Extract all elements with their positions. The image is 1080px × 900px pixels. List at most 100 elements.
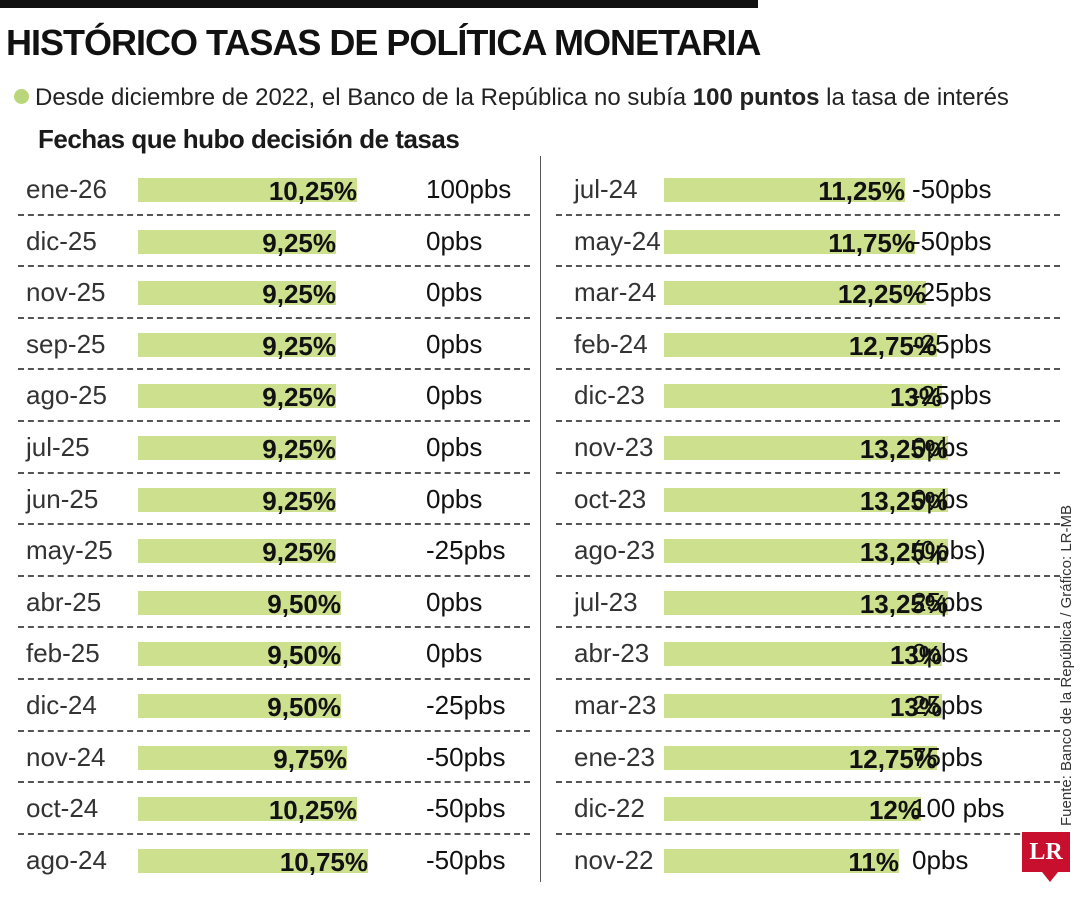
rate-bar <box>664 797 921 822</box>
change-label: -25pbs <box>912 380 992 411</box>
date-label: jul-24 <box>574 174 638 204</box>
change-label: 25pbs <box>912 586 983 617</box>
change-label: -25pbs <box>912 328 992 359</box>
subtitle: Desde diciembre de 2022, el Banco de la … <box>14 84 1009 112</box>
subtitle-highlight: 100 puntos <box>692 84 820 111</box>
rate-bar <box>664 642 942 667</box>
row-separator <box>18 523 530 526</box>
row-separator <box>18 213 530 216</box>
rate-value-label: 13,25% <box>859 434 948 464</box>
row-separator <box>18 574 530 577</box>
date-label: nov-24 <box>26 741 106 772</box>
change-label: 0pbs <box>426 432 483 462</box>
date-label: oct-23 <box>574 483 647 514</box>
row-separator <box>556 368 1060 371</box>
lr-logo: LR <box>1022 832 1070 872</box>
rate-value-label: 9,25% <box>262 279 336 310</box>
row-separator <box>18 729 530 732</box>
rate-value-label: 9,25% <box>262 485 336 516</box>
subtitle-text: Desde diciembre de 2022, el Banco de la … <box>35 84 693 111</box>
date-label: sep-25 <box>26 328 106 359</box>
rate-value-label: 13,25% <box>859 485 948 516</box>
row-separator <box>556 781 1060 784</box>
rate-value-label: 13,25% <box>859 588 948 619</box>
date-label: abr-25 <box>26 586 102 617</box>
row-separator <box>556 213 1060 216</box>
top-rule <box>0 0 758 8</box>
rate-bar <box>138 281 336 306</box>
column-divider <box>540 156 541 882</box>
change-label: -25pbs <box>426 690 506 720</box>
rate-value-label: 10,25% <box>268 176 357 206</box>
source-credit: Fuente: Banco de la República / Gráfico:… <box>1058 505 1075 826</box>
rate-value-label: 12,25% <box>837 279 926 310</box>
date-label: dic-22 <box>574 793 645 824</box>
change-label: 0pbs <box>426 638 483 669</box>
rate-value-label: 11% <box>848 846 899 877</box>
rate-value-label: 9,25% <box>262 227 336 258</box>
chart-title: Fechas que hubo decisión de tasas <box>38 124 460 154</box>
rate-bar <box>664 384 942 409</box>
date-label: ago-24 <box>26 844 107 875</box>
change-label: 0pbs <box>426 380 483 411</box>
date-label: oct-24 <box>26 793 99 824</box>
change-label: (0pbs) <box>912 535 986 566</box>
rate-bar <box>138 384 336 409</box>
date-label: dic-25 <box>26 225 97 256</box>
row-separator <box>556 420 1060 422</box>
date-label: nov-22 <box>574 844 654 875</box>
rate-bar <box>138 332 336 357</box>
rate-bar <box>138 745 347 770</box>
row-separator <box>18 626 530 629</box>
row-separator <box>556 265 1060 268</box>
rate-value-label: 9,25% <box>262 330 336 361</box>
rate-bar <box>664 694 942 718</box>
change-label: -50pbs <box>426 741 506 772</box>
date-label: nov-23 <box>574 432 654 462</box>
change-label: 0pbs <box>912 844 969 875</box>
change-label: -50pbs <box>912 225 992 256</box>
date-label: may-25 <box>26 535 113 566</box>
rate-bar <box>138 694 341 718</box>
date-label: dic-24 <box>26 690 97 720</box>
rate-value-label: 13% <box>889 692 942 722</box>
rate-value-label: 13% <box>889 382 942 413</box>
page-title: HISTÓRICO TASAS DE POLÍTICA MONETARIA <box>6 22 761 63</box>
date-label: feb-24 <box>574 328 648 359</box>
rate-value-label: 10,25% <box>268 795 357 826</box>
row-separator <box>556 626 1060 629</box>
row-separator <box>18 471 530 474</box>
rate-bar <box>138 590 341 615</box>
subtitle-text-end: la tasa de interés <box>819 84 1009 111</box>
row-separator <box>556 832 1060 835</box>
rate-value-label: 12,75% <box>848 743 937 774</box>
change-label: 100pbs <box>426 174 512 204</box>
date-label: dic-23 <box>574 380 645 411</box>
change-label: -50pbs <box>912 174 992 204</box>
rate-bar <box>664 229 915 254</box>
row-separator <box>556 316 1060 319</box>
rate-value-label: 12% <box>868 795 921 826</box>
rate-value-label: 11,75% <box>828 227 915 258</box>
change-label: 0pbs <box>426 225 483 256</box>
rate-value-label: 9,50% <box>267 692 341 722</box>
rate-bar <box>138 797 357 822</box>
row-separator <box>556 574 1060 577</box>
rate-value-label: 9,25% <box>262 434 336 464</box>
change-label: -50pbs <box>426 844 506 875</box>
row-separator <box>18 781 530 784</box>
change-label: 0pbs <box>912 638 969 669</box>
date-label: ago-25 <box>26 380 107 411</box>
rate-bar <box>664 332 937 357</box>
date-label: mar-23 <box>574 690 657 720</box>
rate-value-label: 9,75% <box>273 743 347 774</box>
logo-tail <box>1042 872 1058 882</box>
rate-value-label: 9,50% <box>267 640 341 671</box>
rate-value-label: 9,50% <box>267 588 341 619</box>
rate-bar <box>138 539 336 564</box>
date-label: abr-23 <box>574 638 650 669</box>
row-separator <box>556 678 1060 680</box>
rate-value-label: 13,25% <box>859 537 948 568</box>
date-label: ene-23 <box>574 741 655 772</box>
date-label: jul-25 <box>26 432 90 462</box>
